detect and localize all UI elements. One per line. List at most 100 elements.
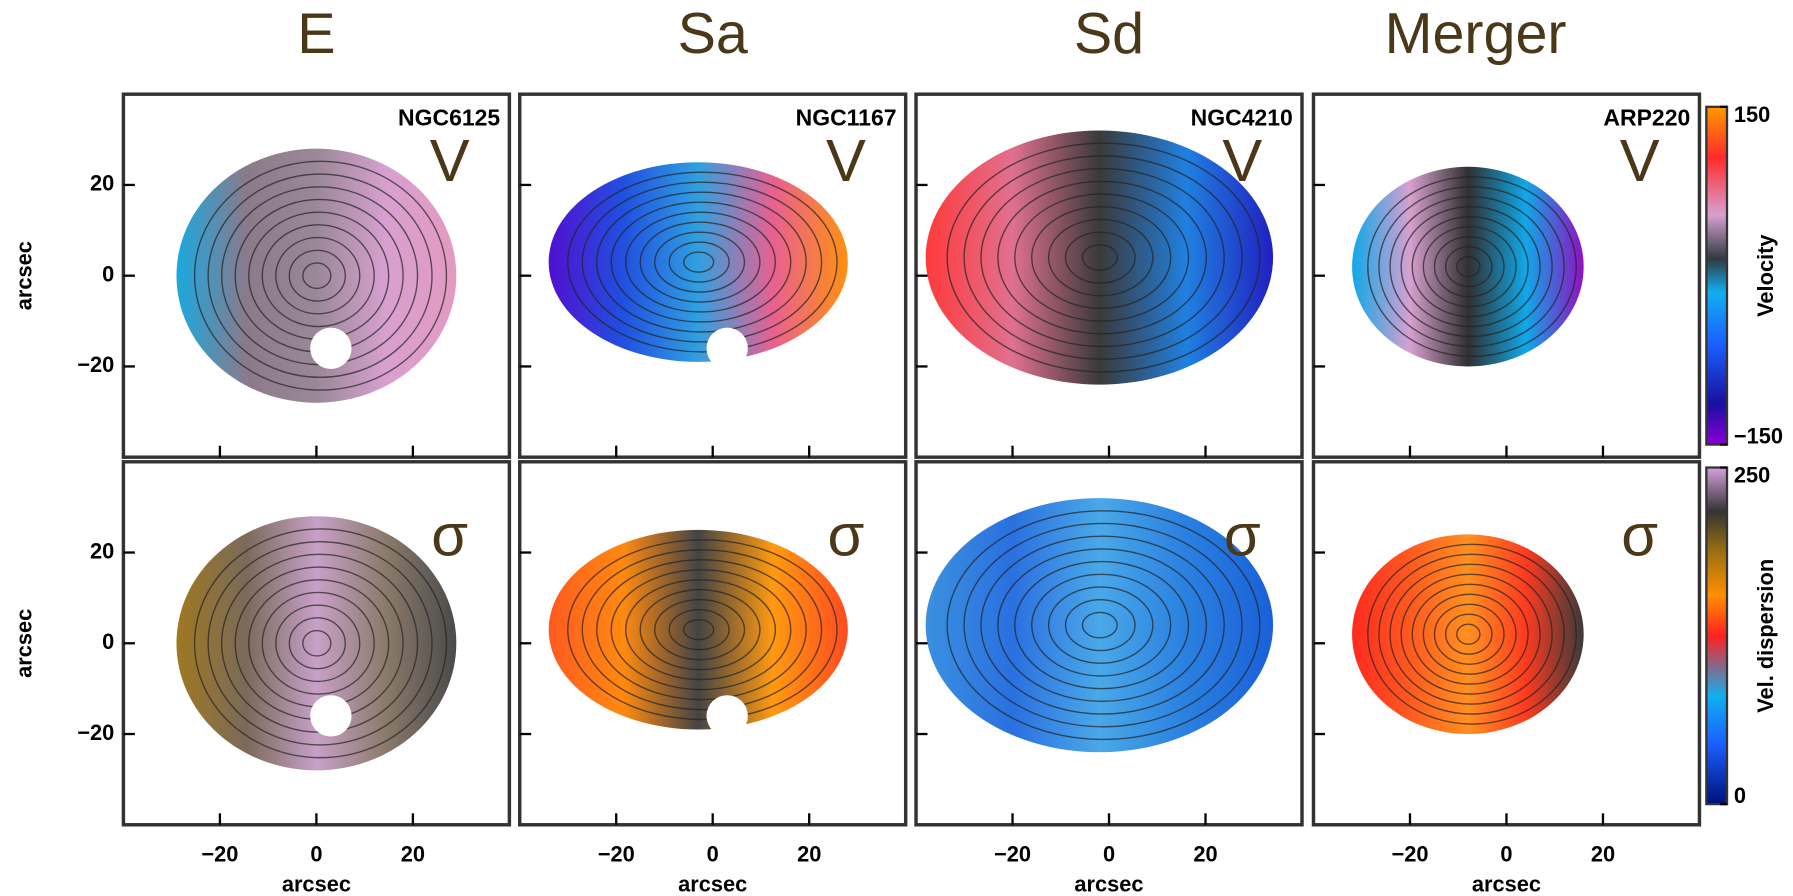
- contour: [1031, 206, 1172, 310]
- contour: [610, 201, 792, 323]
- contour: [567, 539, 838, 721]
- x-axis-label: arcsec: [1472, 871, 1541, 896]
- x-tick-label: 20: [401, 842, 425, 867]
- contour: [193, 528, 448, 759]
- contour: [1444, 245, 1493, 288]
- x-tick-label: −20: [1391, 842, 1428, 867]
- contour: [997, 180, 1208, 335]
- contour: [302, 262, 332, 290]
- contour: [1444, 613, 1493, 655]
- contour: [1378, 553, 1565, 715]
- contour: [1064, 599, 1136, 652]
- contour: [1400, 206, 1541, 328]
- column-title: Sd: [1074, 2, 1144, 66]
- contour: [567, 171, 838, 353]
- contour: [980, 535, 1225, 715]
- x-tick-label: −20: [994, 842, 1031, 867]
- contour: [1367, 176, 1577, 358]
- contour: [963, 155, 1243, 360]
- contour: [639, 589, 761, 671]
- contour: [1422, 225, 1517, 308]
- mask-hole: [706, 695, 748, 737]
- column-title: Merger: [1385, 2, 1567, 66]
- y-tick-label: 0: [102, 261, 114, 286]
- row-label: V: [826, 127, 866, 194]
- contour: [193, 160, 448, 391]
- contour: [610, 569, 792, 691]
- map: [176, 516, 457, 771]
- x-tick-label: 0: [310, 842, 322, 867]
- colorbar: [1705, 105, 1729, 446]
- map: [925, 130, 1274, 385]
- x-tick-label: 20: [1193, 842, 1217, 867]
- contour: [1367, 543, 1577, 725]
- row-label: σ: [828, 502, 865, 569]
- contour: [963, 522, 1243, 728]
- contour: [288, 617, 346, 670]
- contour: [207, 173, 433, 379]
- contour: [1389, 196, 1553, 338]
- colorbar-tick-label: −150: [1734, 423, 1783, 448]
- map: [176, 148, 457, 403]
- x-tick-label: −20: [598, 842, 635, 867]
- contour: [1411, 583, 1529, 685]
- galaxy-name: NGC6125: [398, 105, 500, 131]
- contour: [1433, 603, 1505, 665]
- row-label: V: [430, 127, 470, 194]
- row-label: σ: [1621, 502, 1658, 569]
- y-tick-label: −20: [77, 352, 114, 377]
- contour: [654, 599, 746, 661]
- y-tick-label: −20: [77, 720, 114, 745]
- galaxy-name: NGC1167: [796, 105, 897, 131]
- contour: [1014, 193, 1190, 322]
- row-label: V: [1620, 127, 1660, 194]
- contour: [1047, 218, 1154, 297]
- contour: [654, 231, 746, 293]
- contour: [668, 241, 730, 283]
- contour: [1433, 235, 1505, 298]
- contour: [1014, 560, 1190, 690]
- colorbar-label: Velocity: [1753, 234, 1778, 317]
- x-axis-label: arcsec: [1074, 871, 1143, 896]
- contour: [980, 167, 1225, 348]
- map: [548, 162, 848, 362]
- map: [548, 529, 848, 730]
- contour: [683, 618, 715, 641]
- contour: [946, 142, 1261, 373]
- y-axis-label: arcsec: [12, 609, 37, 678]
- contour: [1411, 216, 1529, 318]
- colorbar-tick-label: 150: [1734, 102, 1770, 127]
- mask-hole: [660, 742, 698, 780]
- contour: [625, 579, 776, 681]
- x-tick-label: 20: [1591, 842, 1615, 867]
- row-label: σ: [1224, 502, 1261, 569]
- contour: [288, 249, 346, 302]
- x-tick-label: 0: [1500, 842, 1512, 867]
- contour: [1389, 563, 1553, 705]
- colorbar: [1705, 466, 1729, 806]
- contour: [261, 591, 375, 695]
- contour: [207, 540, 433, 746]
- contour: [1456, 255, 1481, 278]
- map: [1352, 534, 1584, 735]
- column-title: E: [297, 2, 335, 66]
- contour: [946, 510, 1261, 741]
- row-label: σ: [431, 502, 468, 569]
- contour: [997, 548, 1208, 703]
- contour: [581, 549, 823, 711]
- colorbar-tick-label: 250: [1734, 462, 1770, 487]
- contour: [1422, 593, 1517, 675]
- x-tick-label: 20: [797, 842, 821, 867]
- contour: [1378, 186, 1565, 348]
- mask-hole: [310, 327, 352, 369]
- x-tick-label: 0: [707, 842, 719, 867]
- contour: [596, 559, 807, 701]
- contour: [275, 604, 361, 683]
- mask-hole: [706, 327, 748, 369]
- contour: [1047, 586, 1154, 664]
- y-axis-label: arcsec: [12, 241, 37, 310]
- contour: [668, 609, 730, 651]
- contour: [639, 221, 761, 303]
- map: [1352, 166, 1584, 367]
